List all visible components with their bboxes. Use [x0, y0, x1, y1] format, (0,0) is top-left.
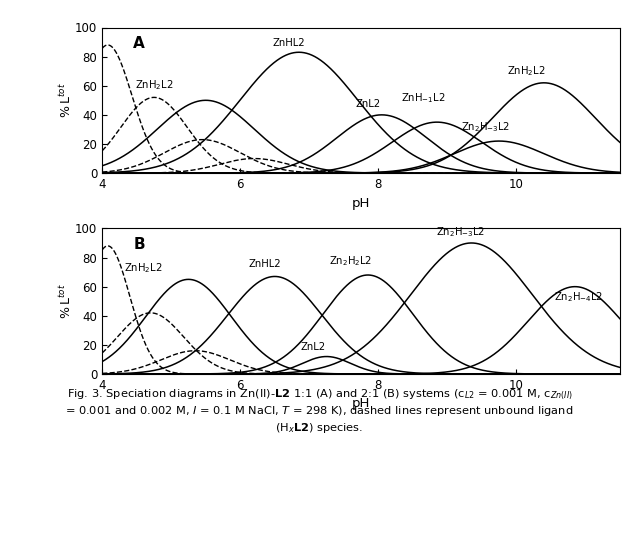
- Text: (H$_x$$\bf{L2}$) species.: (H$_x$$\bf{L2}$) species.: [275, 421, 364, 434]
- Text: ZnHL2: ZnHL2: [272, 38, 305, 48]
- Text: ZnL2: ZnL2: [300, 342, 325, 352]
- X-axis label: pH: pH: [352, 196, 370, 210]
- Text: ZnL2: ZnL2: [355, 99, 380, 109]
- Text: Zn$_2$H$_{-4}$L2: Zn$_2$H$_{-4}$L2: [554, 290, 603, 304]
- Text: Zn$_2$H$_{-3}$L2: Zn$_2$H$_{-3}$L2: [436, 225, 486, 239]
- Text: B: B: [134, 237, 145, 252]
- Text: Zn$_2$H$_{-3}$L2: Zn$_2$H$_{-3}$L2: [461, 120, 510, 134]
- Text: ZnH$_2$L2: ZnH$_2$L2: [135, 78, 173, 91]
- Text: ZnH$_{-1}$L2: ZnH$_{-1}$L2: [401, 91, 445, 104]
- Y-axis label: % L$^{tot}$: % L$^{tot}$: [58, 82, 73, 118]
- Text: ZnH$_2$L2: ZnH$_2$L2: [125, 261, 163, 275]
- Text: Fig. 3. Speciation diagrams in Zn(II)-$\bf{L2}$ 1:1 (A) and 2:1 (B) systems (c$_: Fig. 3. Speciation diagrams in Zn(II)-$\…: [66, 388, 573, 402]
- Text: ZnH$_2$L2: ZnH$_2$L2: [507, 65, 546, 79]
- Text: Zn$_2$H$_2$L2: Zn$_2$H$_2$L2: [329, 254, 373, 268]
- Text: = 0.001 and 0.002 M, $I$ = 0.1 M NaCl, $T$ = 298 K), dashed lines represent unbo: = 0.001 and 0.002 M, $I$ = 0.1 M NaCl, $…: [65, 404, 574, 418]
- X-axis label: pH: pH: [352, 398, 370, 410]
- Y-axis label: % L$^{tot}$: % L$^{tot}$: [58, 283, 73, 319]
- Text: ZnHL2: ZnHL2: [248, 259, 281, 269]
- Text: A: A: [134, 36, 145, 51]
